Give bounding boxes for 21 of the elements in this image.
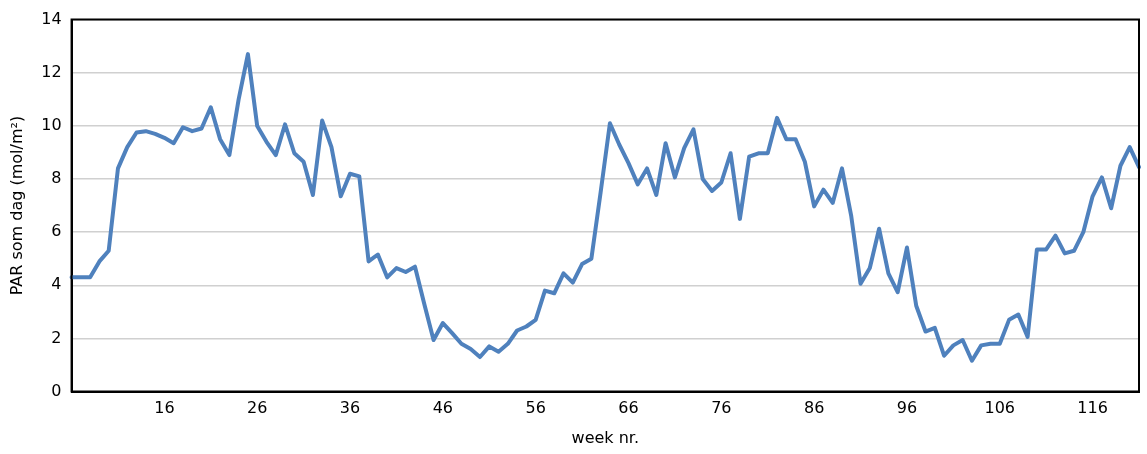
y-tick-label: 2 xyxy=(51,327,62,347)
y-tick-label: 0 xyxy=(51,380,62,400)
x-tick-label: 116 xyxy=(1077,398,1108,418)
x-tick-label: 16 xyxy=(154,398,175,418)
x-tick-label: 106 xyxy=(984,398,1016,418)
x-tick-label: 26 xyxy=(247,398,268,418)
y-tick-label: 4 xyxy=(51,274,62,294)
x-tick-label: 66 xyxy=(618,398,639,418)
y-tick-label: 6 xyxy=(51,221,62,241)
x-tick-label: 36 xyxy=(339,398,361,418)
y-tick-label: 8 xyxy=(51,168,62,188)
x-tick-label: 76 xyxy=(711,398,732,418)
y-tick-label: 10 xyxy=(41,115,62,135)
y-tick-label: 14 xyxy=(41,8,62,28)
x-tick-label: 46 xyxy=(432,398,454,418)
x-tick-label: 86 xyxy=(803,398,825,418)
y-axis-title: PAR som dag (mol/m²) xyxy=(6,115,26,296)
x-tick-label: 56 xyxy=(525,398,546,418)
x-axis-title: week nr. xyxy=(571,427,640,447)
x-tick-label: 96 xyxy=(896,398,918,418)
y-tick-label: 12 xyxy=(41,61,62,81)
